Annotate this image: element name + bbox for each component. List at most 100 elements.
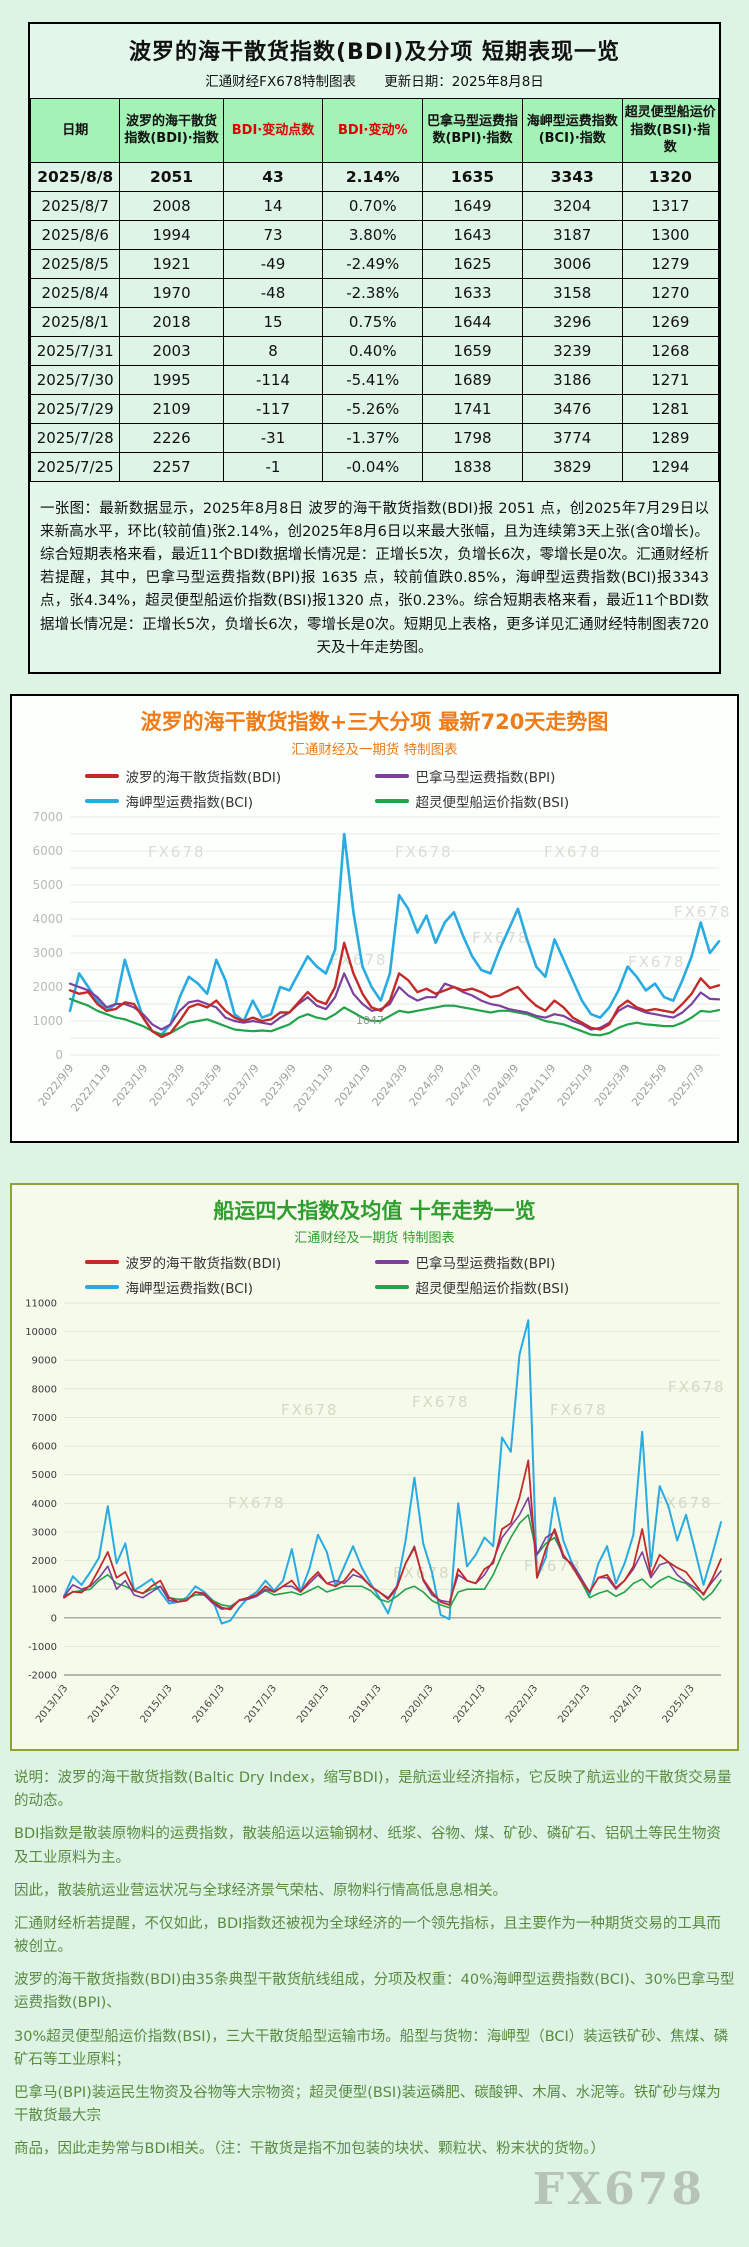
- table-cell: 2003: [119, 335, 224, 366]
- table-cell: -117: [222, 393, 324, 424]
- svg-text:2023/9/9: 2023/9/9: [258, 1062, 299, 1109]
- svg-text:2017/1/3: 2017/1/3: [243, 1683, 279, 1725]
- legend-item-2: 海岬型运费指数(BCI): [84, 1277, 375, 1297]
- table-cell: -5.41%: [322, 364, 424, 395]
- svg-text:3000: 3000: [32, 1527, 57, 1538]
- legend-item-2: 海岬型运费指数(BCI): [84, 791, 375, 811]
- legend-line-swatch: [84, 798, 119, 803]
- legend-label: 巴拿马型运费指数(BPI): [415, 769, 556, 786]
- table-subtitle: 汇通财经FX678特制图表 更新日期：2025年8月8日: [30, 70, 719, 90]
- svg-text:2025/3/9: 2025/3/9: [592, 1062, 633, 1109]
- watermark: FX678: [330, 951, 388, 969]
- note-line: 因此，散装航运业营运状况与全球经济景气荣枯、原物料行情高低息息相关。: [14, 1882, 507, 1899]
- notes-section: 说明：波罗的海干散货指数(Baltic Dry Index，缩写BDI)，是航运…: [14, 1767, 735, 2247]
- legend-label: 波罗的海干散货指数(BDI): [125, 769, 282, 786]
- svg-text:2024/7/9: 2024/7/9: [444, 1062, 485, 1109]
- table-cell: 2025/7/25: [29, 451, 121, 482]
- table-cell: 2008: [119, 190, 224, 221]
- watermark: FX678: [148, 843, 206, 861]
- table-source: 汇通财经FX678特制图表: [205, 74, 356, 90]
- svg-text:7000: 7000: [32, 1413, 57, 1424]
- table-header-row: 日期 波罗的海干散货指数(BDI)·指数 BDI·变动点数 BDI·变动% 巴拿马型运费…: [29, 98, 720, 163]
- table-cell: 2.14%: [322, 161, 424, 192]
- watermark: FX678: [281, 1401, 339, 1419]
- table-cell: 1270: [621, 277, 720, 308]
- svg-text:0: 0: [51, 1613, 57, 1624]
- table-cell: 1659: [422, 335, 523, 366]
- table-cell: 1300: [621, 219, 720, 250]
- svg-text:2014/1/3: 2014/1/3: [86, 1683, 122, 1725]
- legend-line-swatch: [84, 1259, 119, 1264]
- table-cell: 2025/7/28: [29, 422, 121, 453]
- svg-text:2000: 2000: [32, 980, 63, 994]
- svg-text:2024/3/9: 2024/3/9: [369, 1062, 410, 1109]
- fx678-logo: FX678: [532, 2163, 705, 2215]
- note-line: 汇通财经析若提醒，不仅如此，BDI指数还被视为全球经济的一个领先指标，且主要作为…: [14, 1915, 721, 1956]
- column-header: BDI·变动点数: [222, 98, 324, 163]
- svg-text:2023/5/9: 2023/5/9: [184, 1062, 225, 1109]
- table-cell: 1289: [621, 422, 720, 453]
- svg-text:11000: 11000: [25, 1298, 57, 1309]
- note-line: 巴拿马(BPI)装运民生物资及谷物等大宗物资；超灵便型(BSI)装运磷肥、碳酸钾…: [14, 2085, 721, 2125]
- series-line-1: [63, 1513, 722, 1609]
- table-row: 2025/8/8 2051 43 2.14% 1635 3343 1320: [29, 161, 720, 192]
- svg-text:2024/1/3: 2024/1/3: [608, 1683, 644, 1725]
- table-cell: 1741: [422, 393, 523, 424]
- svg-text:0: 0: [55, 1048, 63, 1062]
- legend-line-swatch: [374, 1259, 409, 1264]
- svg-text:-2000: -2000: [28, 1670, 57, 1681]
- table-cell: 2051: [119, 161, 224, 192]
- svg-text:4000: 4000: [32, 912, 63, 926]
- table-cell: 1838: [422, 451, 523, 482]
- legend-label: 超灵便型船运价指数(BSI): [415, 1280, 570, 1297]
- watermark: FX678: [674, 903, 732, 921]
- svg-text:2025/7/9: 2025/7/9: [666, 1062, 707, 1109]
- table-cell: 1633: [422, 277, 523, 308]
- legend-label: 巴拿马型运费指数(BPI): [415, 1255, 556, 1272]
- chart-720d-subtitle: 汇通财经及一期货 特制图表: [291, 741, 458, 758]
- table-row: 2025/8/5 1921 -49 -2.49% 1625 3006 1279: [29, 248, 720, 279]
- table-cell: 1643: [422, 219, 523, 250]
- legend-item-3: 超灵便型船运价指数(BSI): [374, 1277, 665, 1297]
- svg-text:4000: 4000: [32, 1499, 57, 1510]
- table-cell: 1281: [621, 393, 720, 424]
- svg-text:2021/1/3: 2021/1/3: [452, 1683, 488, 1725]
- table-cell: 0.75%: [322, 306, 424, 337]
- table-cell: 2226: [119, 422, 224, 453]
- table-cell: 2025/8/7: [29, 190, 121, 221]
- svg-text:1000: 1000: [32, 1014, 63, 1028]
- svg-text:10000: 10000: [25, 1327, 57, 1338]
- table-cell: 2018: [119, 306, 224, 337]
- legend-line-swatch: [84, 773, 119, 778]
- table-cell: -31: [222, 422, 324, 453]
- table-cell: -49: [222, 248, 324, 279]
- table-cell: 1317: [621, 190, 720, 221]
- table-cell: 2025/8/8: [29, 161, 121, 192]
- table-cell: 15: [222, 306, 324, 337]
- table-cell: 1294: [621, 451, 720, 482]
- chart-720d-legend: 波罗的海干散货指数(BDI) 巴拿马型运费指数(BPI) 海岬型运费指数(BCI) 超…: [12, 766, 737, 811]
- table-cell: 1995: [119, 364, 224, 395]
- legend-label: 海岬型运费指数(BCI): [125, 1280, 253, 1297]
- table-row: 2025/7/31 2003 8 0.40% 1659 3239 1268: [29, 335, 720, 366]
- table-cell: 14: [222, 190, 324, 221]
- table-cell: 1970: [119, 277, 224, 308]
- chart-10y-title: 船运四大指数及均值 十年走势一览: [213, 1198, 536, 1223]
- legend-item-1: 巴拿马型运费指数(BPI): [374, 1252, 665, 1272]
- table-cell: 2025/7/30: [29, 364, 121, 395]
- table-row: 2025/7/28 2226 -31 -1.37% 1798 3774 1289: [29, 422, 720, 453]
- legend-label: 海岬型运费指数(BCI): [125, 794, 253, 811]
- table-cell: -114: [222, 364, 324, 395]
- table-cell: -5.26%: [322, 393, 424, 424]
- note-line: BDI指数是散装原物料的运费指数，散装船运以运输钢材、纸浆、谷物、煤、矿砂、磷矿…: [14, 1826, 721, 1866]
- table-cell: -1: [222, 451, 324, 482]
- chart-720d-title: 波罗的海干散货指数+三大分项 最新720天走势图: [140, 709, 609, 734]
- table-cell: 1268: [621, 335, 720, 366]
- table-row: 2025/7/25 2257 -1 -0.04% 1838 3829 1294: [29, 451, 720, 482]
- table-cell: 8: [222, 335, 324, 366]
- table-cell: 2025/7/31: [29, 335, 121, 366]
- table-cell: 3158: [521, 277, 623, 308]
- table-cell: 3774: [521, 422, 623, 453]
- series-line-0: [68, 832, 721, 1036]
